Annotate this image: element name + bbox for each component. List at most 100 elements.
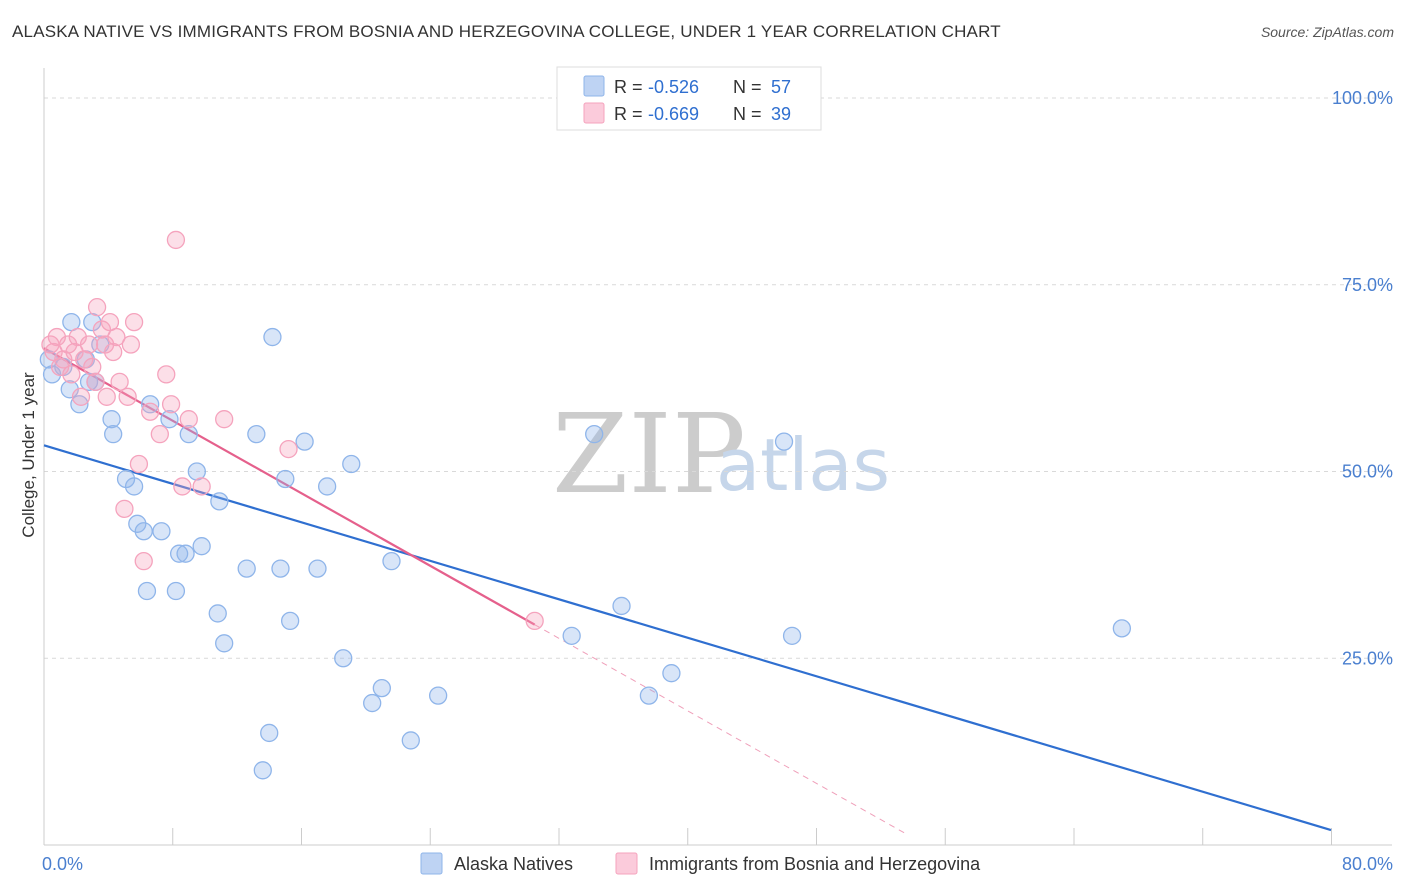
bosnia-point (65, 342, 84, 362)
alaska-point (70, 395, 89, 414)
alaska-point (612, 596, 631, 616)
axes: 0.0% 80.0% (42, 68, 1393, 874)
series-legend: Alaska Natives Immigrants from Bosnia an… (420, 852, 981, 875)
stats-legend: R = -0.526 N = 57 R = -0.669 N = 39 (556, 66, 822, 131)
alaska-point (562, 626, 581, 645)
bosnia-point (97, 387, 116, 406)
bosnia-point (83, 357, 102, 377)
alaska-point (295, 432, 314, 451)
bosnia-point (215, 410, 234, 429)
y-axis-title: College, Under 1 year (19, 372, 38, 538)
alaska-point (247, 424, 266, 444)
bosnia-point (79, 335, 99, 354)
alaska-point (662, 664, 681, 683)
bosnia-point (129, 454, 149, 474)
source-label: Source: ZipAtlas.com (1260, 24, 1394, 40)
bosnia-point (161, 395, 181, 414)
watermark-atlas: atlas (716, 423, 890, 507)
bosnia-point (87, 298, 107, 317)
alaska-point (308, 559, 327, 578)
alaska-point (1112, 619, 1132, 638)
watermark-zip: ZIP (552, 390, 746, 518)
y-tick-label: 75.0% (1342, 275, 1393, 295)
bosnia-point (166, 230, 186, 250)
alaska-point (260, 723, 279, 743)
bosnia-point (141, 402, 160, 421)
series-legend-swatch-bosnia (615, 852, 638, 875)
trend-line-0 (43, 444, 1332, 832)
alaska-point (774, 432, 794, 451)
alaska-point (210, 492, 229, 511)
bosnia-point (58, 335, 78, 354)
alaska-point (639, 686, 659, 705)
x-tick-label-max: 80.0% (1342, 854, 1393, 874)
alaska-point (176, 544, 195, 563)
legend-r-label-2: R = (614, 104, 643, 124)
y-tick-label: 100.0% (1332, 88, 1393, 108)
series-legend-label-bosnia: Immigrants from Bosnia and Herzegovina (649, 854, 981, 874)
bosnia-point (279, 439, 298, 459)
alaska-point (141, 395, 160, 414)
bosnia-point (192, 477, 211, 496)
alaska-point (102, 410, 121, 429)
alaska-point (152, 522, 171, 541)
gridlines: 100.0% 75.0% 50.0% 25.0% (44, 88, 1393, 668)
alaska-point (372, 678, 391, 698)
legend-swatch-alaska (583, 75, 605, 97)
bosnia-point (115, 499, 134, 519)
alaska-point (276, 469, 295, 489)
x-tick-label-min: 0.0% (42, 854, 83, 874)
bosnia-point (107, 327, 126, 347)
data-points (39, 230, 1132, 780)
alaska-point (215, 634, 234, 653)
alaska-point (128, 514, 147, 533)
series-legend-swatch-alaska (420, 852, 443, 875)
legend-n-label-1: N = (733, 77, 762, 97)
bosnia-point (525, 611, 544, 631)
bosnia-point (104, 342, 123, 362)
alaska-point (585, 424, 604, 444)
alaska-point (342, 454, 361, 474)
alaska-point (782, 626, 802, 645)
series-legend-label-alaska: Alaska Natives (454, 854, 573, 874)
alaska-point (208, 604, 227, 623)
legend-r-label-1: R = (614, 77, 643, 97)
y-tick-label: 25.0% (1342, 648, 1393, 668)
chart-title: ALASKA NATIVE VS IMMIGRANTS FROM BOSNIA … (12, 22, 1001, 41)
bosnia-point (134, 551, 153, 571)
bosnia-point (71, 387, 91, 406)
legend-n-value-2: 39 (771, 104, 791, 124)
alaska-point (160, 410, 179, 429)
bosnia-point (179, 410, 198, 429)
alaska-point (134, 522, 153, 541)
legend-r-value-2: -0.669 (648, 104, 699, 124)
alaska-point (280, 611, 300, 631)
legend-n-label-2: N = (733, 104, 762, 124)
bosnia-point (150, 424, 169, 444)
alaska-point (271, 559, 290, 578)
bosnia-point (62, 365, 81, 384)
alaska-point (334, 649, 353, 668)
legend-r-value-1: -0.526 (648, 77, 699, 97)
alaska-point (363, 693, 382, 713)
bosnia-point (86, 372, 105, 392)
alaska-point (179, 424, 198, 444)
alaska-point (317, 477, 337, 496)
bosnia-point (157, 365, 176, 384)
alaska-point (192, 537, 211, 556)
trend-line-extension-1 (534, 624, 907, 835)
y-tick-label: 50.0% (1342, 462, 1393, 482)
legend-swatch-bosnia (583, 102, 605, 124)
alaska-point (401, 731, 420, 750)
alaska-point (382, 551, 401, 571)
bosnia-point (173, 477, 192, 496)
alaska-point (79, 372, 99, 392)
bosnia-point (118, 387, 137, 406)
bosnia-point (124, 312, 144, 332)
alaska-point (253, 761, 272, 780)
alaska-point (166, 581, 186, 601)
alaska-point (169, 544, 189, 563)
legend-n-value-1: 57 (771, 77, 791, 97)
alaska-point (104, 424, 123, 444)
